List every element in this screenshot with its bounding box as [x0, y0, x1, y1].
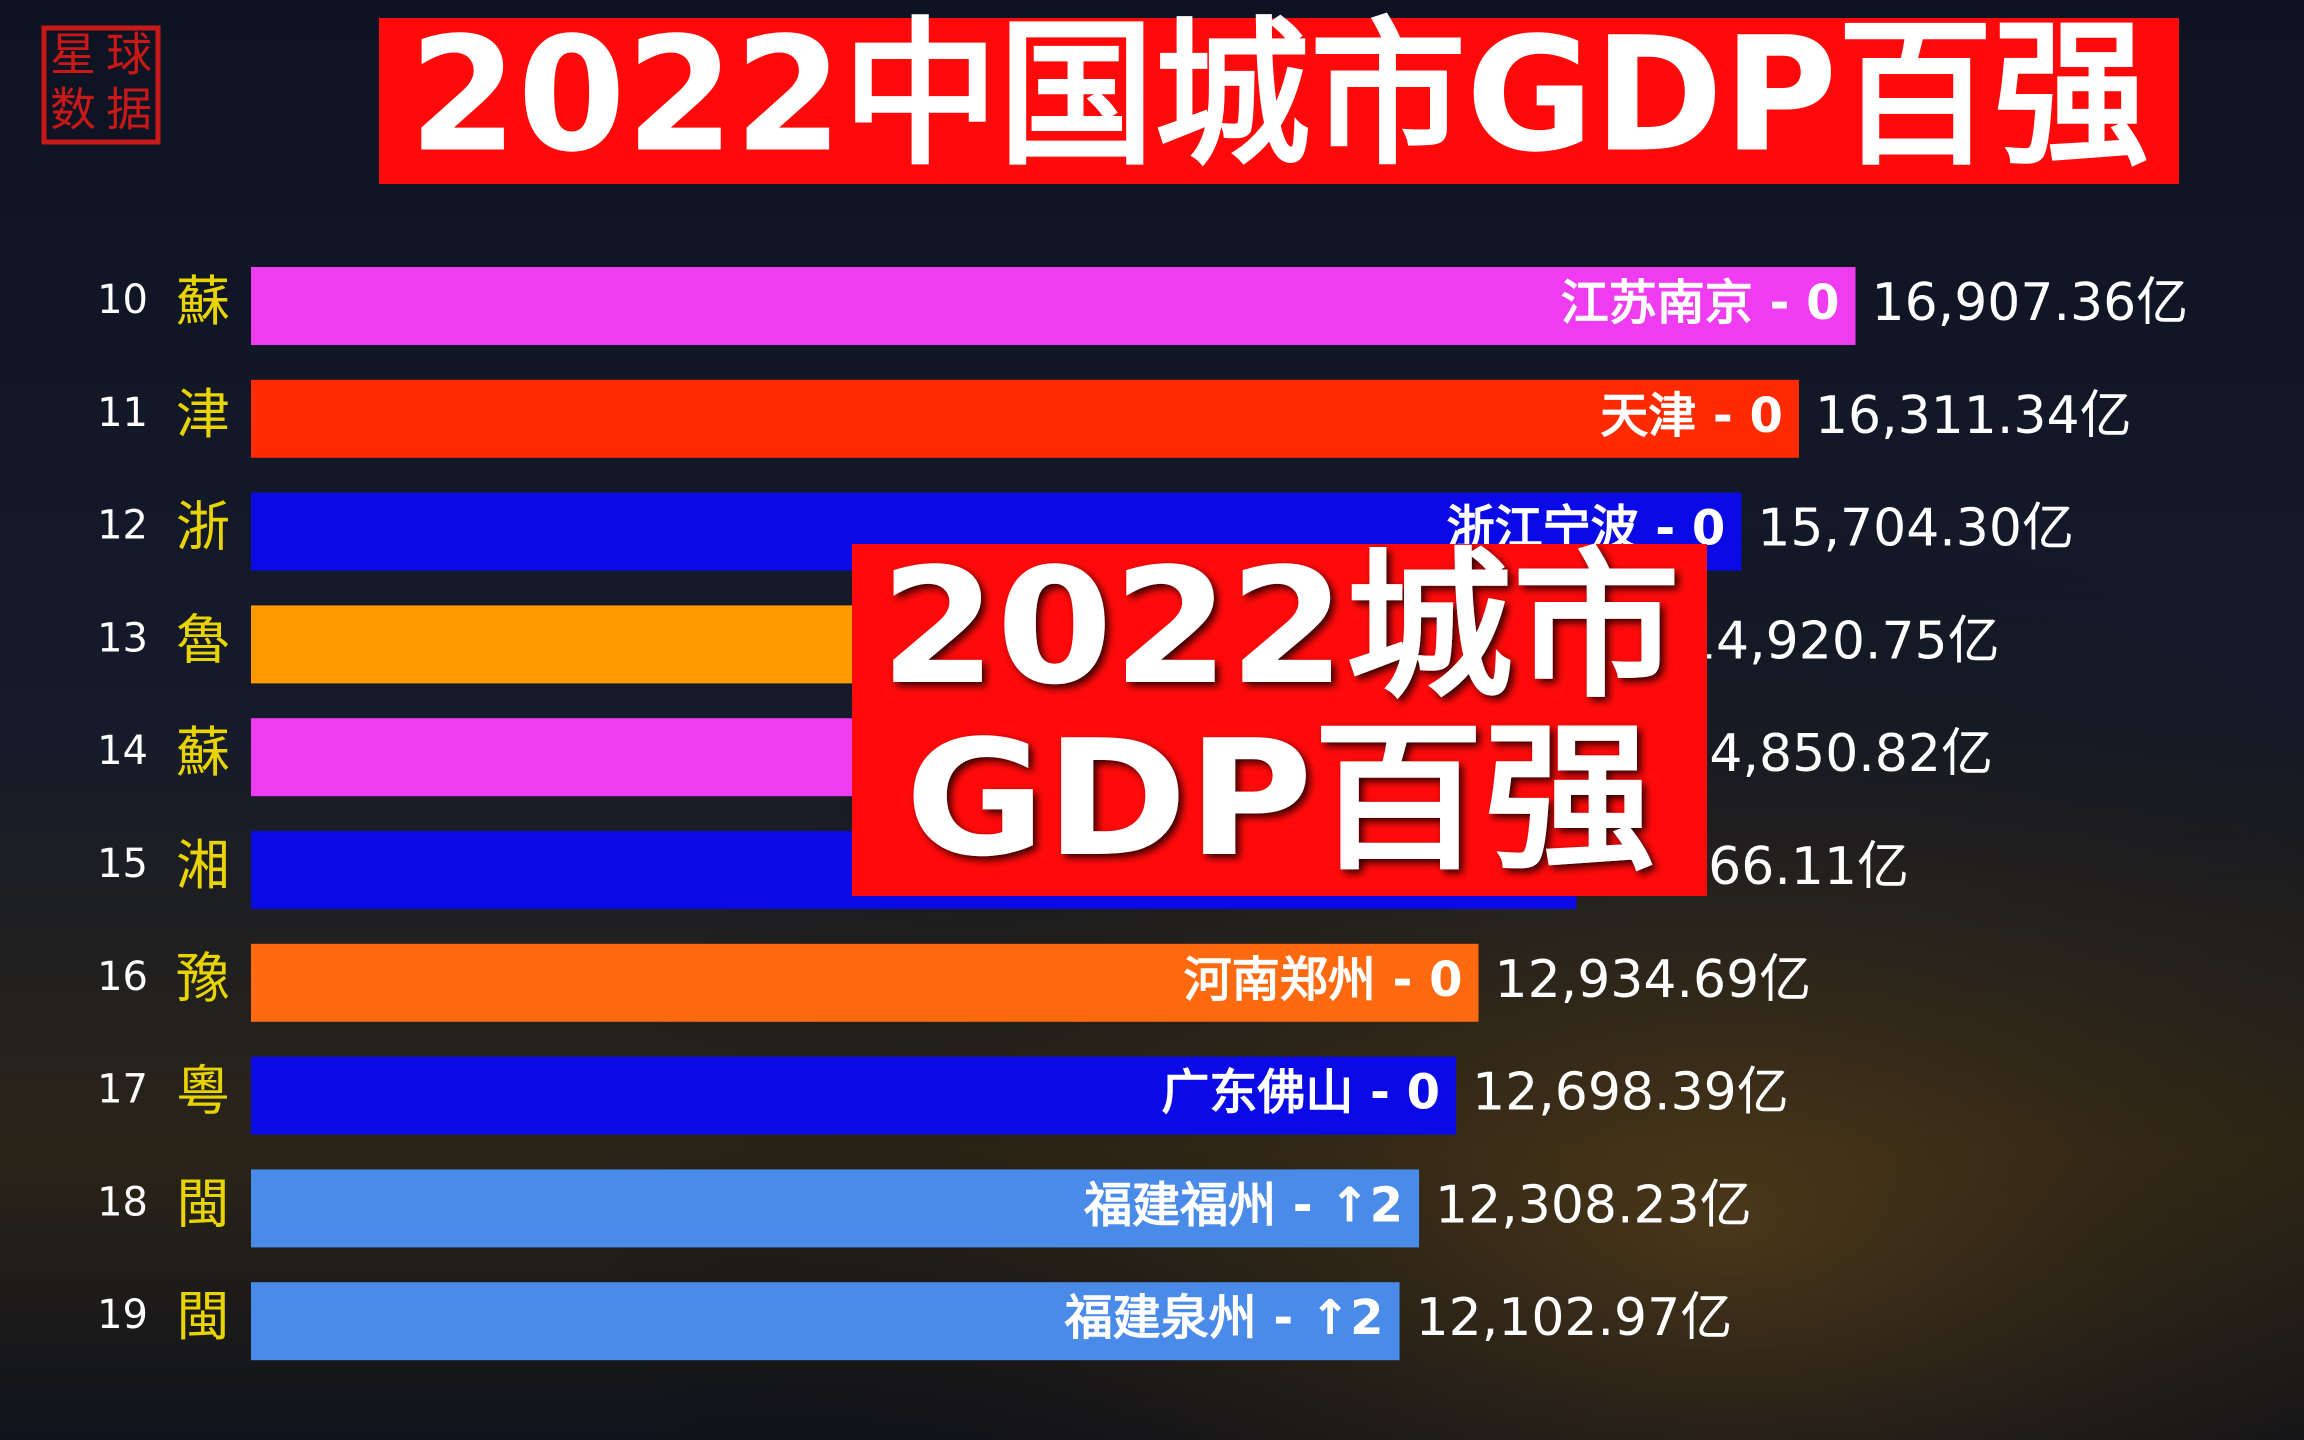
overlay-title: 2022城市 [880, 533, 1680, 720]
logo-char: 据 [106, 83, 152, 137]
overlay-title: GDP百强 [905, 705, 1655, 892]
logo-border [41, 25, 161, 145]
bar [251, 1282, 1400, 1361]
rank-label: 16 [97, 954, 148, 1000]
title-box [379, 18, 2179, 184]
overlay: 2022城市 GDP百强 [852, 533, 1707, 896]
rank-label: 17 [97, 1067, 148, 1113]
value-label: 12,308.23亿 [1435, 1175, 1752, 1235]
logo-char: 星 [50, 28, 96, 82]
region-label: 湘 [176, 834, 230, 897]
value-label: 15,704.30亿 [1757, 499, 2074, 559]
region-label: 浙 [176, 496, 230, 559]
value-label: 16,311.34亿 [1815, 386, 2132, 446]
rank-label: 13 [97, 615, 148, 661]
bar-label: 福建泉州 - ↑2 [1064, 1290, 1384, 1346]
bar [251, 943, 1479, 1022]
rank-label: 14 [97, 728, 148, 774]
region-label: 魯 [176, 608, 230, 671]
value-label: 16,907.36亿 [1872, 273, 2189, 333]
region-label: 閩 [176, 1285, 230, 1348]
value-label: 12,102.97亿 [1416, 1288, 1733, 1348]
rank-label: 18 [97, 1179, 148, 1225]
bar [251, 379, 1799, 458]
chart-title: 2022中国城市GDP百强 [409, 3, 2149, 187]
value-label: 14,920.75亿 [1683, 611, 2000, 671]
value-label: 12,934.69亿 [1495, 950, 1812, 1010]
rank-label: 10 [97, 277, 148, 323]
region-label: 蘇 [176, 721, 230, 784]
region-label: 蘇 [176, 270, 230, 333]
region-label: 津 [176, 383, 230, 446]
rank-label: 15 [97, 841, 148, 887]
bar-label: 河南郑州 - 0 [1184, 952, 1463, 1008]
logo-char: 数 [50, 83, 96, 137]
bar [251, 267, 1856, 345]
overlay-box [852, 544, 1707, 896]
bar-label: 天津 - 0 [1600, 388, 1783, 444]
region-label: 閩 [176, 1172, 230, 1235]
bar [251, 1056, 1457, 1135]
rank-label: 12 [97, 503, 148, 549]
value-label: 14,850.82亿 [1676, 724, 1993, 784]
value-label: 12,698.39亿 [1472, 1063, 1789, 1123]
region-label: 豫 [176, 947, 230, 1010]
rank-label: 19 [97, 1292, 148, 1338]
bar-label: 广东佛山 - 0 [1161, 1065, 1440, 1121]
rank-label: 11 [97, 390, 148, 436]
bar-label: 江苏南京 - 0 [1561, 275, 1840, 331]
region-label: 粵 [176, 1060, 230, 1123]
bar [251, 1169, 1420, 1248]
logo: 星 球 数 据 [41, 25, 161, 145]
bar-label: 福建福州 - ↑2 [1083, 1177, 1403, 1233]
logo-char: 球 [106, 28, 152, 82]
